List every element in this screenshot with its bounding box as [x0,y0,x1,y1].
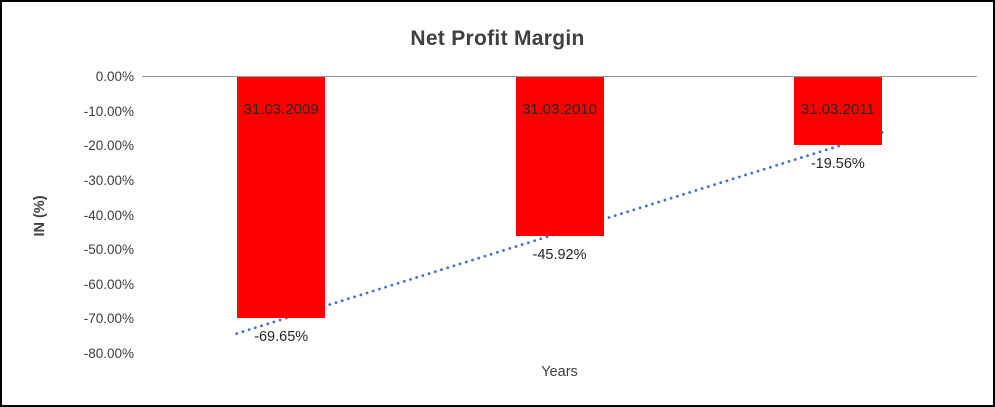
x-axis-title: Years [541,364,578,380]
bar-31.03.2010[interactable] [515,77,604,236]
zero-axis-line [142,76,977,77]
bar-value-label: -19.56% [810,155,865,172]
y-tick-label: -30.00% [83,172,134,188]
y-tick-label: -50.00% [83,242,134,258]
y-tick-label: 0.00% [95,69,134,84]
y-tick-label: -20.00% [83,138,134,154]
bar-31.03.2009[interactable] [237,77,326,319]
bar-category-label: 31.03.2009 [243,101,319,118]
bar-value-label: -45.92% [532,246,587,263]
bar-category-label: 31.03.2011 [800,101,875,118]
y-tick-label: -60.00% [83,276,134,292]
y-axis-tick-labels: 0.00% -10.00% -20.00% -30.00% -40.00% -50.00%… [2,2,134,405]
y-tick-label: -80.00% [83,346,134,361]
bar-category-label: 31.03.2010 [521,101,598,118]
y-tick-label: -70.00% [83,311,134,327]
y-tick-label: -40.00% [83,207,134,223]
chart-title: Net Profit Margin [410,27,585,50]
bar-31.03.2011[interactable] [793,77,882,145]
y-tick-label: -10.00% [83,103,134,119]
bar-value-label: -69.65% [254,329,309,346]
